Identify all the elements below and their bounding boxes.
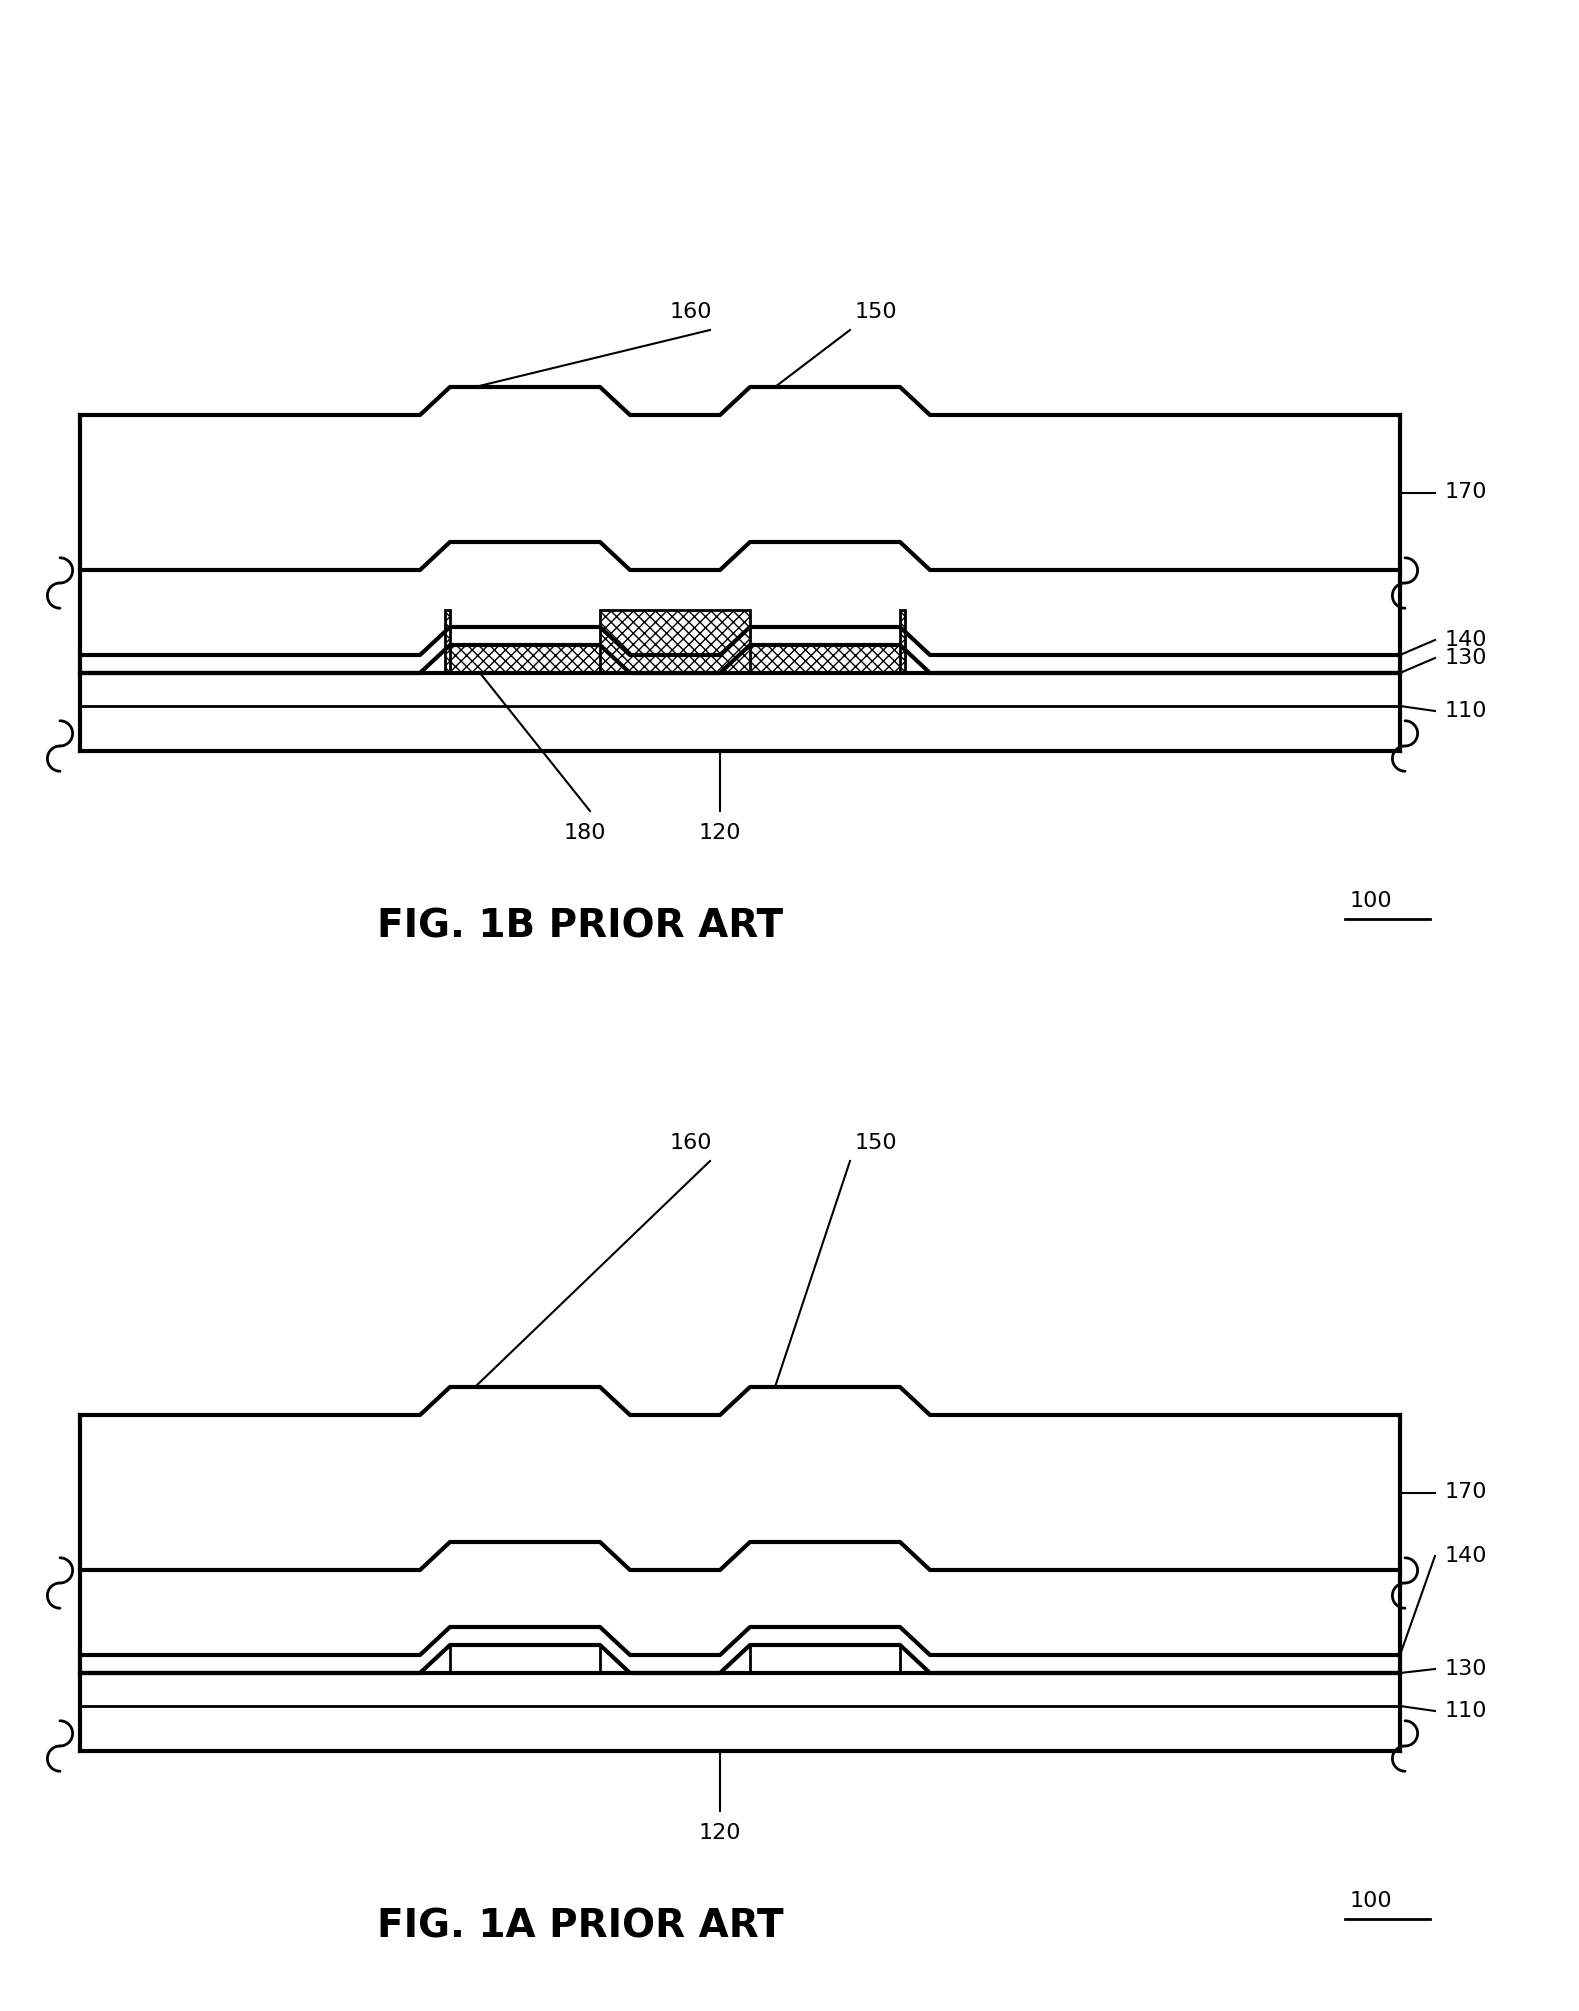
Text: 160: 160	[669, 1132, 712, 1152]
Text: 130: 130	[1445, 648, 1487, 668]
Text: 150: 150	[854, 302, 897, 322]
Text: 130: 130	[1445, 1659, 1487, 1679]
Text: 170: 170	[1445, 1482, 1487, 1502]
Text: FIG. 1A PRIOR ART: FIG. 1A PRIOR ART	[377, 1906, 783, 1945]
Text: 110: 110	[1445, 1701, 1487, 1721]
Text: 120: 120	[699, 1824, 741, 1842]
Text: 110: 110	[1445, 702, 1487, 722]
Text: 100: 100	[1350, 1890, 1393, 1910]
Text: FIG. 1B PRIOR ART: FIG. 1B PRIOR ART	[377, 907, 783, 945]
Text: 140: 140	[1445, 629, 1487, 650]
Text: 180: 180	[564, 822, 606, 843]
Text: 140: 140	[1445, 1546, 1487, 1567]
Polygon shape	[445, 609, 905, 674]
Text: 120: 120	[699, 822, 741, 843]
Text: 160: 160	[669, 302, 712, 322]
Text: 150: 150	[854, 1132, 897, 1152]
Text: 170: 170	[1445, 483, 1487, 503]
Text: 100: 100	[1350, 891, 1393, 911]
